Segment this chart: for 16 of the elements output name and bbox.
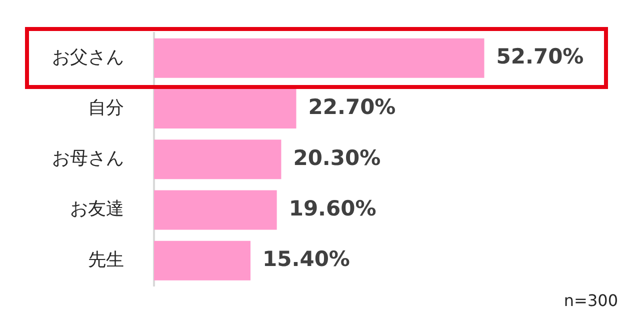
bar [154,140,282,180]
bar [154,190,277,230]
data-label: 19.60% [288,196,376,220]
y-tick-label: 先生 [88,249,124,270]
y-tick-label: お母さん [52,148,124,170]
bar [154,38,484,78]
data-label: 52.70% [496,44,584,69]
data-label: 22.70% [308,95,396,120]
y-tick-label: 自分 [88,97,124,118]
bar [154,240,251,280]
text: n=300 [564,291,618,310]
y-tick-label: お父さん [52,46,124,68]
data-label: 15.40% [262,247,350,272]
y-tick-label: お友達 [70,198,124,220]
data-label: 20.30% [293,146,381,170]
bar [154,89,296,129]
